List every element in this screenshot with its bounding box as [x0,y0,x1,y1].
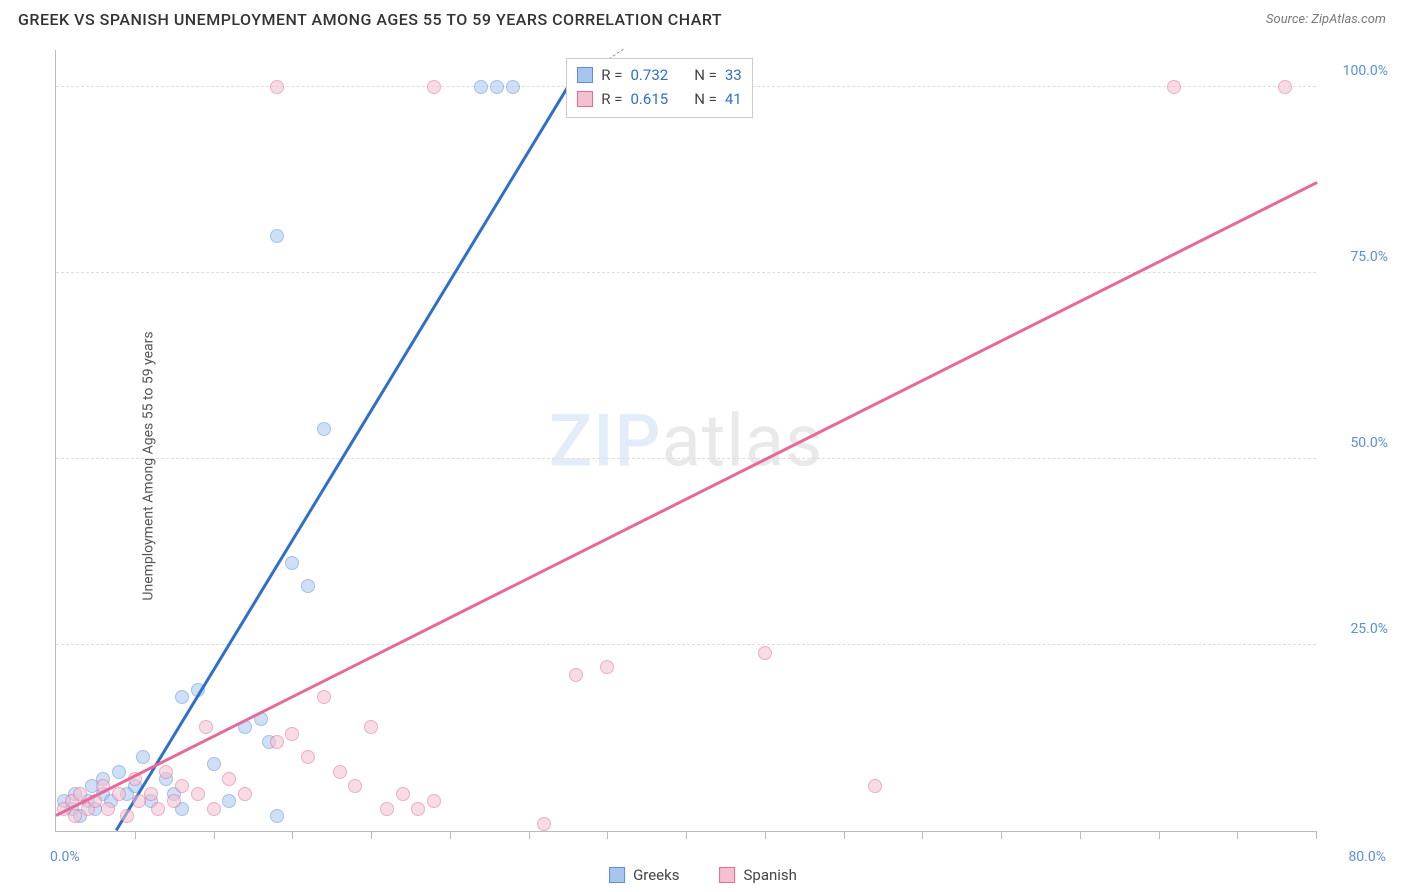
r-label: R = [601,63,622,87]
series-swatch [577,67,593,83]
trend-line [55,181,1317,816]
n-value: 33 [725,63,742,87]
data-point [167,794,181,808]
data-point [285,727,299,741]
y-tick-label: 75.0% [1326,249,1388,265]
data-point [1167,80,1181,94]
n-label: N = [694,87,717,111]
x-tick [1080,831,1081,839]
x-tick [1159,831,1160,839]
data-point [151,802,165,816]
data-point [411,802,425,816]
gridline [56,458,1316,459]
data-point [222,772,236,786]
data-point [868,779,882,793]
data-point [537,817,551,831]
data-point [68,809,82,823]
y-tick-label: 25.0% [1326,621,1388,637]
data-point [1278,80,1292,94]
data-point [569,668,583,682]
data-point [175,779,189,793]
data-point [270,229,284,243]
watermark-zip: ZIP [549,398,662,483]
data-point [101,802,115,816]
legend-label: Greeks [633,866,679,884]
x-tick [135,831,136,839]
data-point [270,735,284,749]
legend-swatch [609,867,625,883]
gridline [56,272,1316,273]
x-tick [450,831,451,839]
n-value: 41 [725,87,742,111]
stats-row: R = 0.615 N = 41 [577,87,741,111]
x-tick [371,831,372,839]
data-point [427,794,441,808]
data-point [136,750,150,764]
legend-swatch [719,867,735,883]
y-tick-label: 50.0% [1326,435,1388,451]
legend-label: Spanish [743,866,796,884]
legend: Greeks Spanish [609,866,797,884]
data-point [758,646,772,660]
data-point [112,787,126,801]
x-tick [607,831,608,839]
series-swatch [577,91,593,107]
x-tick [686,831,687,839]
r-label: R = [601,87,622,111]
r-value: 0.615 [631,87,669,111]
x-tick [844,831,845,839]
x-max-label: 80.0% [1324,849,1386,865]
data-point [301,750,315,764]
data-point [427,80,441,94]
r-value: 0.732 [631,63,669,87]
data-point [317,690,331,704]
data-point [348,779,362,793]
chart-container: Unemployment Among Ages 55 to 59 years Z… [0,40,1406,892]
x-tick [1316,831,1317,839]
chart-title: GREEK VS SPANISH UNEMPLOYMENT AMONG AGES… [18,10,722,29]
x-tick [292,831,293,839]
data-point [120,809,134,823]
gridline [56,644,1316,645]
data-point [333,765,347,779]
data-point [191,787,205,801]
stats-row: R = 0.732 N = 33 [577,63,741,87]
legend-item: Greeks [609,866,679,884]
watermark: ZIPatlas [549,398,823,483]
n-label: N = [694,63,717,87]
x-tick [214,831,215,839]
data-point [207,757,221,771]
data-point [144,787,158,801]
data-point [270,80,284,94]
plot-area: ZIPatlas 25.0%50.0%75.0%100.0%0.0%80.0%R… [55,50,1316,832]
x-tick [1001,831,1002,839]
data-point [474,80,488,94]
x-tick [1237,831,1238,839]
data-point [380,802,394,816]
data-point [600,660,614,674]
x-tick [922,831,923,839]
data-point [285,556,299,570]
y-tick-label: 100.0% [1326,63,1388,79]
data-point [490,80,504,94]
data-point [159,765,173,779]
data-point [364,720,378,734]
stats-box: R = 0.732 N = 33 R = 0.615 N = 41 [566,58,752,118]
data-point [270,809,284,823]
data-point [175,690,189,704]
data-point [238,787,252,801]
data-point [112,765,126,779]
x-tick [765,831,766,839]
data-point [199,720,213,734]
data-point [222,794,236,808]
data-point [301,579,315,593]
chart-source: Source: ZipAtlas.com [1266,12,1386,27]
data-point [317,422,331,436]
data-point [506,80,520,94]
legend-item: Spanish [719,866,796,884]
x-min-label: 0.0% [50,849,80,865]
x-tick [529,831,530,839]
data-point [396,787,410,801]
data-point [207,802,221,816]
